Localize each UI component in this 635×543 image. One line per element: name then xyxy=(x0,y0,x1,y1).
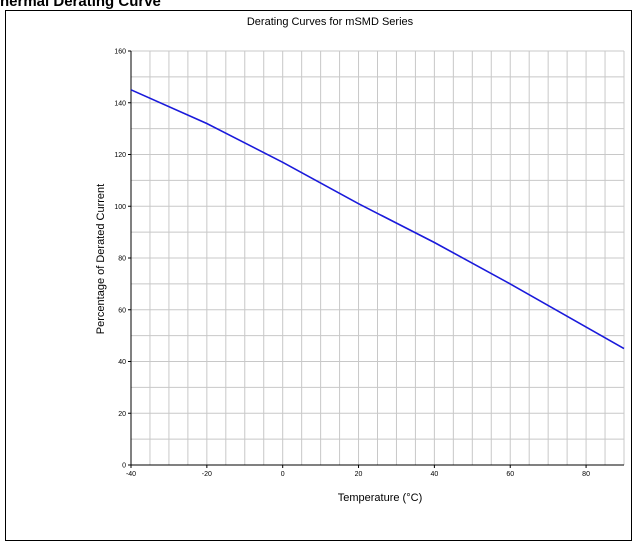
x-tick-label: -20 xyxy=(202,471,212,478)
chart-title: Derating Curves for mSMD Series xyxy=(247,16,414,28)
x-tick-label: 60 xyxy=(506,471,514,478)
y-tick-label: 0 xyxy=(122,463,126,470)
x-tick-label: 0 xyxy=(281,471,285,478)
x-axis-label: Temperature (°C) xyxy=(338,492,422,504)
chart-axes xyxy=(128,50,624,468)
x-tick-labels: -40 -20 0 20 40 60 80 xyxy=(126,471,590,478)
y-tick-label: 80 xyxy=(118,256,126,263)
y-axis-label: Percentage of Derated Current xyxy=(95,184,107,334)
x-tick-label: 40 xyxy=(430,471,438,478)
chart-grid xyxy=(130,50,625,466)
y-tick-label: 160 xyxy=(114,49,126,56)
chart-series xyxy=(130,89,625,350)
y-tick-labels: 0 20 40 60 80 100 120 140 160 xyxy=(114,49,126,470)
y-tick-label: 60 xyxy=(118,307,126,314)
y-tick-label: 100 xyxy=(114,204,126,211)
chart-frame xyxy=(5,10,632,541)
x-tick-label: 80 xyxy=(582,471,590,478)
y-tick-label: 20 xyxy=(118,411,126,418)
y-tick-label: 40 xyxy=(118,359,126,366)
y-tick-label: 140 xyxy=(114,100,126,107)
x-tick-label: 20 xyxy=(355,471,363,478)
y-tick-label: 120 xyxy=(114,152,126,159)
section-heading: hermal Derating Curve xyxy=(0,0,161,10)
x-tick-label: -40 xyxy=(126,471,136,478)
series-line xyxy=(130,89,625,350)
